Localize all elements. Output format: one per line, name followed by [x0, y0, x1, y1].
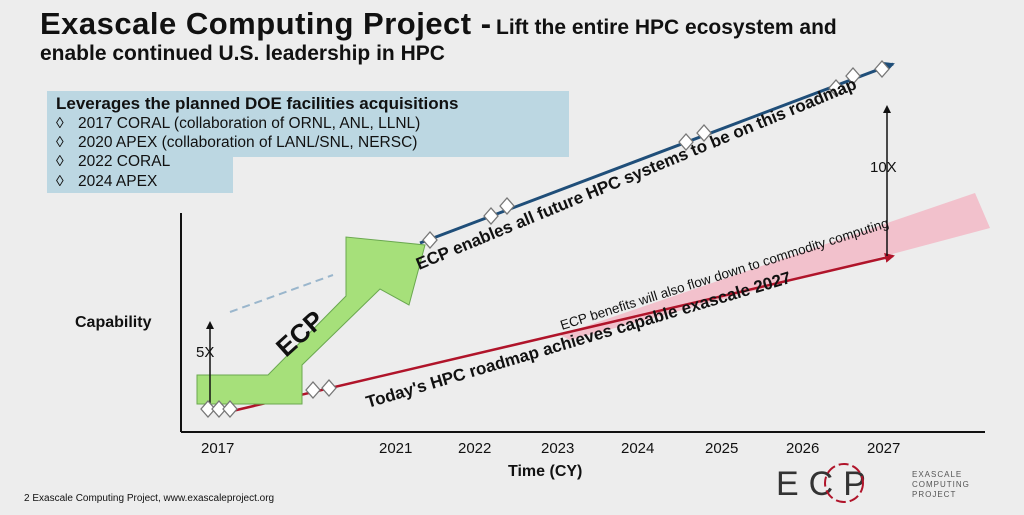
diamond-bullet-icon: ◊	[56, 172, 64, 190]
todays-roadmap-line	[227, 252, 895, 414]
five-x-label: 5X	[196, 344, 214, 361]
title-line2: enable continued U.S. leadership in HPC	[40, 41, 445, 65]
commodity-band	[560, 193, 990, 340]
x-axis-label: Time (CY)	[508, 463, 582, 480]
x-tick-label: 2017	[201, 440, 234, 457]
ten-x-label: 10X	[870, 159, 897, 176]
diamond-marker-icon	[499, 197, 515, 215]
x-tick-label: 2021	[379, 440, 412, 457]
diamond-marker-icon	[222, 400, 238, 418]
dashed-guide	[229, 274, 334, 313]
x-tick-label: 2026	[786, 440, 819, 457]
diamond-bullet-icon: ◊	[56, 134, 64, 152]
y-axis-label: Capability	[75, 314, 152, 331]
diamond-marker-icon	[483, 207, 499, 225]
logo-text-1: EXASCALE	[912, 470, 962, 479]
system-markers	[200, 60, 890, 418]
slide-title: Exascale Computing Project - Lift the en…	[40, 6, 1000, 65]
x-tick-label: 2022	[458, 440, 491, 457]
logo-letters: ECP	[776, 465, 876, 503]
ecp-roadmap-line	[419, 62, 895, 245]
diamond-bullet-icon: ◊	[56, 115, 64, 132]
x-tick-labels: 2017 2021 2022 2023 2024 2025 2026 2027	[201, 440, 900, 457]
leverages-heading: Leverages the planned DOE facilities acq…	[56, 94, 459, 113]
ecp-logo: ECP EXASCALE COMPUTING PROJECT	[776, 463, 970, 503]
diamond-marker-icon	[321, 379, 337, 397]
leverages-item: ◊ 2017 CORAL (collaboration of ORNL, ANL,…	[56, 115, 421, 132]
logo-text-2: COMPUTING	[912, 480, 970, 489]
leverages-item: ◊ 2022 CORAL	[56, 153, 171, 171]
lower-line-label: Today's HPC roadmap achieves capable exa…	[364, 268, 793, 412]
x-tick-label: 2025	[705, 440, 738, 457]
title-sub: Lift the entire HPC ecosystem and	[496, 16, 837, 39]
leverages-box	[47, 91, 569, 157]
x-tick-label: 2023	[541, 440, 574, 457]
diamond-marker-icon	[305, 381, 321, 399]
footer-text: 2 Exascale Computing Project, www.exasca…	[24, 493, 275, 504]
diamond-marker-icon	[874, 60, 890, 78]
leverages-item: ◊ 2020 APEX (collaboration of LANL/SNL, N…	[56, 134, 418, 152]
logo-text-3: PROJECT	[912, 490, 956, 499]
diamond-marker-icon	[678, 133, 694, 151]
diamond-marker-icon	[422, 231, 438, 249]
diamond-bullet-icon: ◊	[56, 153, 64, 171]
leverages-box-extension	[47, 157, 233, 193]
logo-ring-icon	[824, 463, 864, 503]
band-label: ECP benefits will also flow down to comm…	[558, 215, 890, 333]
diamond-marker-icon	[696, 124, 712, 142]
x-tick-label: 2024	[621, 440, 654, 457]
x-tick-label: 2027	[867, 440, 900, 457]
leverages-list: Leverages the planned DOE facilities acq…	[56, 93, 458, 191]
diamond-marker-icon	[828, 79, 844, 97]
diamond-marker-icon	[845, 67, 861, 85]
leverages-item: ◊ 2024 APEX	[56, 172, 158, 190]
title-main: Exascale Computing Project -	[40, 6, 492, 41]
